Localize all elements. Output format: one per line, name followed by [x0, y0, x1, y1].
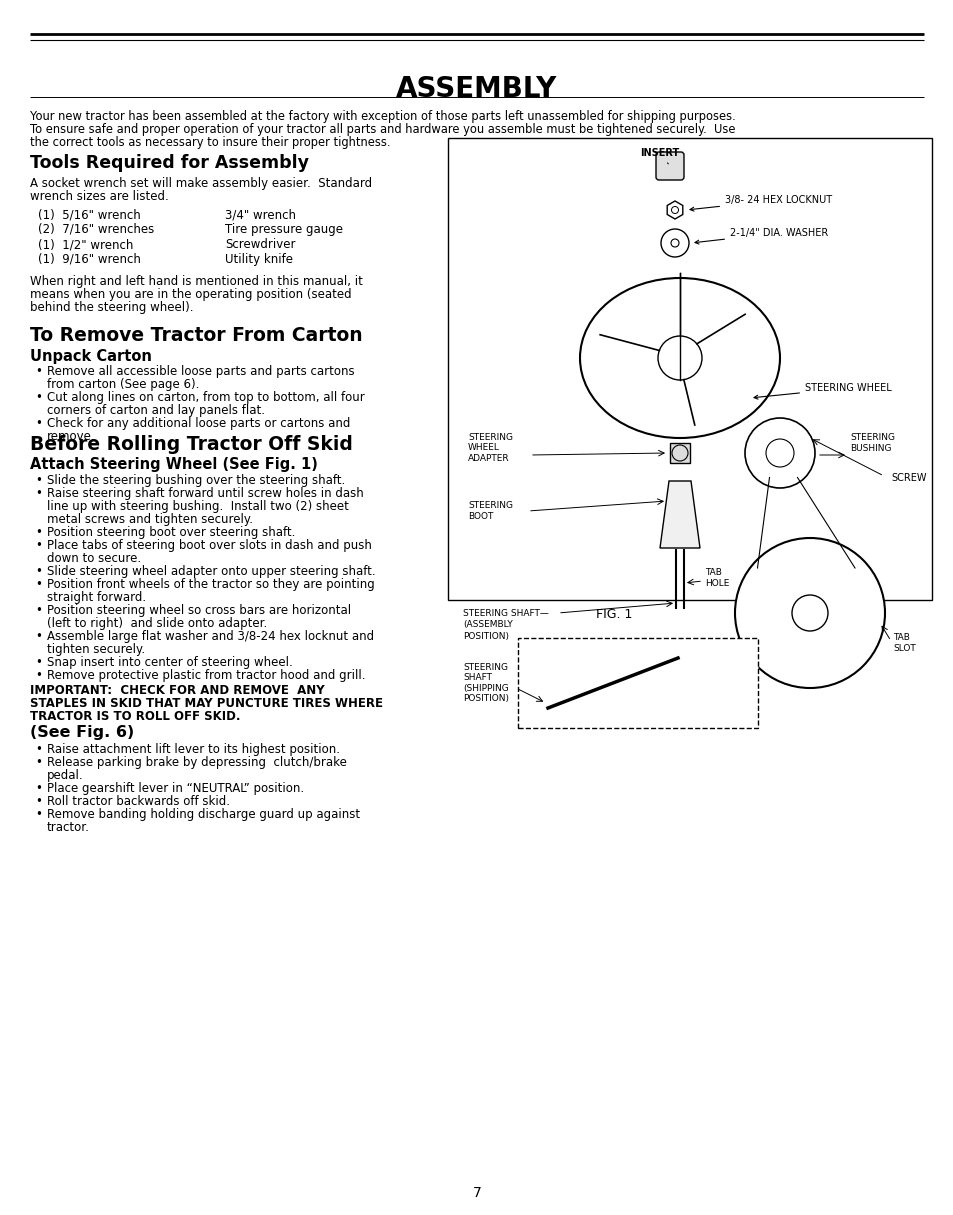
Text: (left to right)  and slide onto adapter.: (left to right) and slide onto adapter. — [47, 617, 267, 631]
Text: Tools Required for Assembly: Tools Required for Assembly — [30, 154, 309, 173]
Text: 3/8- 24 HEX LOCKNUT: 3/8- 24 HEX LOCKNUT — [689, 194, 831, 211]
Text: STEERING
BUSHING: STEERING BUSHING — [849, 434, 894, 453]
Bar — [669, 443, 689, 463]
Text: behind the steering wheel).: behind the steering wheel). — [30, 301, 193, 313]
Text: means when you are in the operating position (seated: means when you are in the operating posi… — [30, 288, 352, 301]
Text: tighten securely.: tighten securely. — [47, 643, 145, 656]
Text: (1)  9/16" wrench: (1) 9/16" wrench — [38, 253, 141, 266]
Text: •: • — [35, 795, 42, 808]
Text: TRACTOR IS TO ROLL OFF SKID.: TRACTOR IS TO ROLL OFF SKID. — [30, 710, 240, 723]
Text: (ASSEMBLY: (ASSEMBLY — [462, 621, 512, 629]
Text: Cut along lines on carton, from top to bottom, all four: Cut along lines on carton, from top to b… — [47, 391, 364, 405]
Text: •: • — [35, 604, 42, 617]
Text: •: • — [35, 565, 42, 578]
Text: Before Rolling Tractor Off Skid: Before Rolling Tractor Off Skid — [30, 435, 353, 454]
Text: •: • — [35, 474, 42, 487]
Text: Utility knife: Utility knife — [225, 253, 293, 266]
Text: Snap insert into center of steering wheel.: Snap insert into center of steering whee… — [47, 656, 293, 669]
Text: (1)  1/2" wrench: (1) 1/2" wrench — [38, 238, 133, 252]
Text: Raise attachment lift lever to its highest position.: Raise attachment lift lever to its highe… — [47, 744, 339, 756]
FancyBboxPatch shape — [656, 152, 683, 180]
Bar — [517, 638, 758, 728]
Text: •: • — [35, 364, 42, 378]
Text: Roll tractor backwards off skid.: Roll tractor backwards off skid. — [47, 795, 230, 808]
Text: tractor.: tractor. — [47, 821, 90, 833]
Text: Assemble large flat washer and 3/8-24 hex locknut and: Assemble large flat washer and 3/8-24 he… — [47, 631, 374, 643]
Text: ASSEMBLY: ASSEMBLY — [395, 75, 558, 103]
Text: STEERING
BOOT: STEERING BOOT — [468, 502, 513, 521]
Bar — [448, 139, 931, 600]
Text: •: • — [35, 526, 42, 539]
Text: When right and left hand is mentioned in this manual, it: When right and left hand is mentioned in… — [30, 275, 362, 288]
Circle shape — [734, 538, 884, 688]
Text: Slide steering wheel adapter onto upper steering shaft.: Slide steering wheel adapter onto upper … — [47, 565, 375, 578]
Text: (1)  5/16" wrench: (1) 5/16" wrench — [38, 208, 141, 221]
Text: Your new tractor has been assembled at the factory with exception of those parts: Your new tractor has been assembled at t… — [30, 111, 735, 123]
Text: STEERING
WHEEL
ADAPTER: STEERING WHEEL ADAPTER — [468, 433, 513, 463]
Text: 7: 7 — [472, 1186, 481, 1200]
Text: STEERING SHAFT—: STEERING SHAFT— — [462, 609, 548, 617]
Text: STAPLES IN SKID THAT MAY PUNCTURE TIRES WHERE: STAPLES IN SKID THAT MAY PUNCTURE TIRES … — [30, 697, 382, 710]
Text: •: • — [35, 656, 42, 669]
Text: 2-1/4" DIA. WASHER: 2-1/4" DIA. WASHER — [695, 228, 827, 244]
Text: TAB
HOLE: TAB HOLE — [704, 569, 729, 588]
Text: SCREW: SCREW — [890, 473, 926, 484]
Text: remove.: remove. — [47, 430, 95, 443]
Text: •: • — [35, 631, 42, 643]
Text: •: • — [35, 578, 42, 590]
Text: Release parking brake by depressing  clutch/brake: Release parking brake by depressing clut… — [47, 756, 347, 769]
Text: •: • — [35, 417, 42, 430]
Text: line up with steering bushing.  Install two (2) sheet: line up with steering bushing. Install t… — [47, 501, 349, 513]
Text: Slide the steering bushing over the steering shaft.: Slide the steering bushing over the stee… — [47, 474, 345, 487]
Text: corners of carton and lay panels flat.: corners of carton and lay panels flat. — [47, 405, 265, 417]
Text: Attach Steering Wheel (See Fig. 1): Attach Steering Wheel (See Fig. 1) — [30, 457, 317, 471]
Text: STEERING WHEEL: STEERING WHEEL — [753, 383, 891, 400]
Text: A socket wrench set will make assembly easier.  Standard: A socket wrench set will make assembly e… — [30, 177, 372, 190]
Text: FIG. 1: FIG. 1 — [596, 608, 632, 621]
Text: •: • — [35, 756, 42, 769]
Text: Position front wheels of the tractor so they are pointing: Position front wheels of the tractor so … — [47, 578, 375, 590]
Text: the correct tools as necessary to insure their proper tightness.: the correct tools as necessary to insure… — [30, 136, 390, 149]
Text: POSITION): POSITION) — [462, 633, 509, 642]
Text: Raise steering shaft forward until screw holes in dash: Raise steering shaft forward until screw… — [47, 487, 363, 501]
Text: •: • — [35, 808, 42, 821]
Text: Unpack Carton: Unpack Carton — [30, 349, 152, 364]
Text: IMPORTANT:  CHECK FOR AND REMOVE  ANY: IMPORTANT: CHECK FOR AND REMOVE ANY — [30, 684, 324, 697]
Text: Tire pressure gauge: Tire pressure gauge — [225, 224, 343, 236]
Text: •: • — [35, 744, 42, 756]
Text: Position steering boot over steering shaft.: Position steering boot over steering sha… — [47, 526, 295, 539]
Text: •: • — [35, 669, 42, 682]
Text: Position steering wheel so cross bars are horizontal: Position steering wheel so cross bars ar… — [47, 604, 351, 617]
Text: TAB
SLOT: TAB SLOT — [892, 633, 915, 652]
Text: To ensure safe and proper operation of your tractor all parts and hardware you a: To ensure safe and proper operation of y… — [30, 123, 735, 136]
Text: •: • — [35, 539, 42, 552]
Text: 3/4" wrench: 3/4" wrench — [225, 208, 295, 221]
Text: from carton (See page 6).: from carton (See page 6). — [47, 378, 199, 391]
Text: •: • — [35, 391, 42, 405]
Text: Screwdriver: Screwdriver — [225, 238, 295, 252]
Text: Check for any additional loose parts or cartons and: Check for any additional loose parts or … — [47, 417, 350, 430]
Text: wrench sizes are listed.: wrench sizes are listed. — [30, 190, 169, 203]
Text: (2)  7/16" wrenches: (2) 7/16" wrenches — [38, 224, 154, 236]
Text: To Remove Tractor From Carton: To Remove Tractor From Carton — [30, 326, 362, 345]
Text: Remove all accessible loose parts and parts cartons: Remove all accessible loose parts and pa… — [47, 364, 355, 378]
Text: down to secure.: down to secure. — [47, 552, 141, 565]
Text: INSERT: INSERT — [639, 148, 679, 164]
Text: •: • — [35, 487, 42, 501]
Text: •: • — [35, 782, 42, 795]
Text: (See Fig. 6): (See Fig. 6) — [30, 725, 134, 740]
Text: Place tabs of steering boot over slots in dash and push: Place tabs of steering boot over slots i… — [47, 539, 372, 552]
Text: Remove protective plastic from tractor hood and grill.: Remove protective plastic from tractor h… — [47, 669, 365, 682]
Text: pedal.: pedal. — [47, 769, 84, 782]
Text: metal screws and tighten securely.: metal screws and tighten securely. — [47, 513, 253, 526]
Text: Remove banding holding discharge guard up against: Remove banding holding discharge guard u… — [47, 808, 359, 821]
Text: STEERING
SHAFT
(SHIPPING
POSITION): STEERING SHAFT (SHIPPING POSITION) — [462, 663, 509, 703]
Polygon shape — [659, 481, 700, 548]
Text: straight forward.: straight forward. — [47, 590, 146, 604]
Text: Place gearshift lever in “NEUTRAL” position.: Place gearshift lever in “NEUTRAL” posit… — [47, 782, 304, 795]
